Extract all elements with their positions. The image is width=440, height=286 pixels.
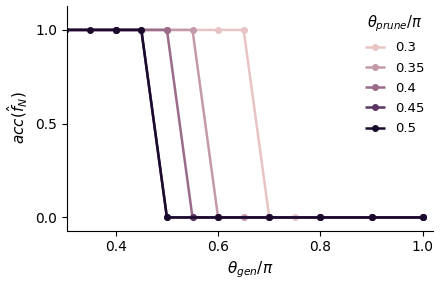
0.45 <box>62 28 67 32</box>
0.45 <box>190 216 195 219</box>
0.4 <box>318 216 323 219</box>
0.4 <box>164 28 169 32</box>
0.45 <box>216 216 221 219</box>
0.4 <box>267 216 272 219</box>
0.3 <box>318 216 323 219</box>
0.3 <box>292 216 297 219</box>
Line: 0.35: 0.35 <box>62 27 425 220</box>
0.45 <box>164 216 169 219</box>
0.4 <box>190 216 195 219</box>
0.5 <box>267 216 272 219</box>
0.35 <box>164 28 169 32</box>
0.4 <box>113 28 118 32</box>
0.35 <box>267 216 272 219</box>
Line: 0.3: 0.3 <box>62 27 425 220</box>
0.45 <box>139 28 144 32</box>
0.4 <box>420 216 425 219</box>
Line: 0.5: 0.5 <box>62 27 425 220</box>
0.3 <box>369 216 374 219</box>
0.35 <box>420 216 425 219</box>
0.45 <box>369 216 374 219</box>
0.3 <box>420 216 425 219</box>
0.35 <box>216 216 221 219</box>
0.5 <box>113 28 118 32</box>
0.5 <box>62 28 67 32</box>
0.4 <box>216 216 221 219</box>
0.35 <box>318 216 323 219</box>
X-axis label: $\theta_{gen}/\pi$: $\theta_{gen}/\pi$ <box>227 260 273 281</box>
0.4 <box>369 216 374 219</box>
0.45 <box>420 216 425 219</box>
0.35 <box>241 216 246 219</box>
0.4 <box>62 28 67 32</box>
Y-axis label: $acc(\hat{f}_N)$: $acc(\hat{f}_N)$ <box>6 92 30 144</box>
0.45 <box>267 216 272 219</box>
0.35 <box>369 216 374 219</box>
Legend: 0.3, 0.35, 0.4, 0.45, 0.5: 0.3, 0.35, 0.4, 0.45, 0.5 <box>360 8 430 141</box>
0.5 <box>369 216 374 219</box>
0.5 <box>164 216 169 219</box>
0.3 <box>267 216 272 219</box>
0.5 <box>420 216 425 219</box>
0.3 <box>164 28 169 32</box>
0.3 <box>216 28 221 32</box>
0.3 <box>62 28 67 32</box>
0.5 <box>216 216 221 219</box>
0.3 <box>113 28 118 32</box>
Line: 0.4: 0.4 <box>62 27 425 220</box>
0.3 <box>241 28 246 32</box>
0.5 <box>88 28 93 32</box>
0.45 <box>318 216 323 219</box>
0.45 <box>113 28 118 32</box>
0.35 <box>113 28 118 32</box>
0.35 <box>190 28 195 32</box>
0.5 <box>318 216 323 219</box>
0.5 <box>139 28 144 32</box>
0.35 <box>62 28 67 32</box>
Line: 0.45: 0.45 <box>62 27 425 220</box>
